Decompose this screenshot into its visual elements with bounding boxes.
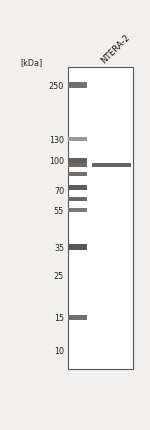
Bar: [68, 138, 87, 142]
Bar: [68, 186, 87, 191]
Bar: [68, 83, 87, 89]
Text: NTERA-2: NTERA-2: [100, 32, 132, 65]
Text: 10: 10: [54, 347, 64, 356]
Text: [kDa]: [kDa]: [20, 58, 42, 67]
Text: 35: 35: [54, 243, 64, 252]
Bar: [68, 159, 87, 164]
Bar: [68, 315, 87, 320]
Text: 100: 100: [49, 157, 64, 166]
Bar: [68, 68, 133, 369]
Text: 250: 250: [49, 81, 64, 90]
Text: 25: 25: [54, 271, 64, 280]
Bar: [68, 197, 87, 202]
Text: 15: 15: [54, 313, 64, 322]
Bar: [68, 163, 87, 168]
Bar: [68, 172, 87, 177]
Bar: [68, 209, 87, 213]
Text: 55: 55: [54, 206, 64, 215]
Bar: [92, 163, 131, 168]
Text: 130: 130: [49, 135, 64, 144]
Bar: [68, 245, 87, 251]
Text: 70: 70: [54, 186, 64, 195]
